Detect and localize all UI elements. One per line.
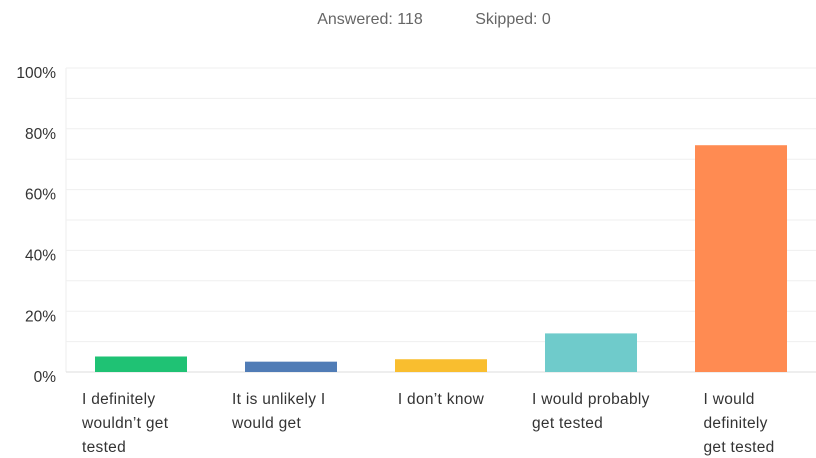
- y-tick-label: 100%: [16, 65, 56, 82]
- skipped: Skipped: 0: [475, 11, 551, 28]
- bar: [95, 356, 187, 372]
- y-tick-label: 80%: [25, 126, 56, 143]
- x-tick-label: I would probably get tested: [532, 391, 650, 432]
- y-tick-label: 40%: [25, 247, 56, 264]
- y-tick-label: 0%: [34, 369, 57, 386]
- bar: [695, 145, 787, 372]
- bar: [245, 361, 337, 372]
- x-tick-label: I would definitely get tested: [703, 391, 775, 456]
- x-tick-label: I don’t know: [397, 391, 485, 408]
- answered: Answered: 118: [317, 11, 423, 28]
- x-tick-label: It is unlikely I would get: [232, 391, 326, 432]
- y-tick-label: 20%: [25, 308, 56, 325]
- x-tick-label: I definitely wouldn’t get tested: [82, 391, 169, 456]
- y-tick-label: 60%: [25, 187, 56, 204]
- bar: [395, 359, 487, 372]
- bar: [545, 333, 637, 372]
